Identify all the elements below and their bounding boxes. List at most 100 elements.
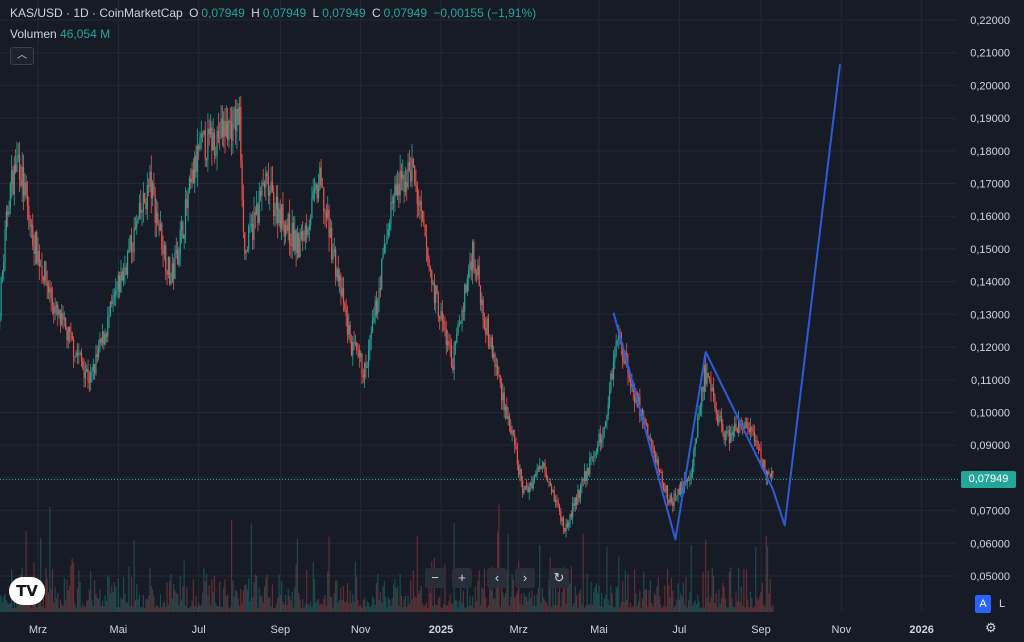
volume-bar xyxy=(155,605,158,612)
volume-bar xyxy=(99,589,101,612)
volume-bar xyxy=(371,596,374,612)
candle-body xyxy=(445,330,447,345)
zoom-out-button[interactable]: − xyxy=(425,568,445,588)
candle-body xyxy=(449,345,451,347)
candle-body xyxy=(385,243,387,245)
volume-bar xyxy=(707,570,709,612)
candle-body xyxy=(71,333,73,340)
pattern-drawing[interactable] xyxy=(612,64,841,541)
candle-body xyxy=(657,459,659,471)
candle-body xyxy=(183,234,185,239)
scroll-left-button[interactable]: ‹ xyxy=(487,568,507,588)
candle-body xyxy=(282,204,284,224)
candle-body xyxy=(377,299,379,314)
candle-body xyxy=(665,485,667,492)
high-label: H xyxy=(251,6,260,20)
candle-body xyxy=(732,431,734,436)
candle-body xyxy=(619,332,621,334)
reset-chart-button[interactable]: ↻ xyxy=(549,568,569,588)
volume-bar xyxy=(460,568,462,612)
volume-bar xyxy=(328,536,330,612)
candle-body xyxy=(668,499,670,504)
log-scale-button[interactable]: L xyxy=(998,598,1006,610)
volume-bar xyxy=(373,598,375,612)
price-tick-label: 0,22000 xyxy=(970,15,1010,27)
candle-body xyxy=(452,366,454,370)
volume-bar xyxy=(130,577,133,612)
candle-body xyxy=(58,309,60,315)
volume-bar xyxy=(320,602,322,612)
high-value: 0,07949 xyxy=(262,6,307,20)
volume-bar xyxy=(706,597,708,612)
candle-body xyxy=(310,218,312,226)
candle-body xyxy=(195,155,197,172)
candle-body xyxy=(417,204,420,206)
price-tick-label: 0,10000 xyxy=(970,407,1010,419)
volume-bar xyxy=(423,606,425,612)
volume-bar xyxy=(229,607,231,612)
volume-bar xyxy=(302,598,304,612)
volume-bar xyxy=(557,591,559,612)
candle-body xyxy=(298,232,300,258)
volume-bar xyxy=(109,593,112,612)
candle-body xyxy=(681,481,683,494)
price-tick-label: 0,17000 xyxy=(970,179,1010,191)
candle-body xyxy=(450,346,453,367)
volume-bar xyxy=(45,568,47,612)
candle-body xyxy=(724,433,727,440)
collapse-legend-button[interactable]: ︿ xyxy=(10,47,34,65)
volume-bar xyxy=(551,606,553,612)
volume-bar xyxy=(680,592,682,612)
volume-bar xyxy=(462,590,464,612)
symbol-title[interactable]: KAS/USD · 1D · CoinMarketCap xyxy=(10,6,183,20)
volume-bar xyxy=(72,562,75,612)
volume-bar xyxy=(17,605,19,612)
candle-body xyxy=(387,229,389,236)
candle-body xyxy=(548,481,550,483)
volume-bar xyxy=(49,506,51,612)
volume-bar xyxy=(665,606,667,612)
volume-bar xyxy=(558,577,561,612)
time-tick-label: Sep xyxy=(751,624,771,636)
volume-bar xyxy=(103,606,105,612)
volume-bar xyxy=(95,593,97,612)
scroll-right-button[interactable]: › xyxy=(515,568,535,588)
candle-body xyxy=(329,228,331,238)
volume-bar xyxy=(466,579,468,612)
tradingview-logo[interactable]: TV xyxy=(9,577,45,605)
volume-bar xyxy=(687,600,690,612)
auto-scale-button[interactable]: A xyxy=(975,595,991,613)
candle-body xyxy=(216,130,218,154)
volume-bar xyxy=(315,602,317,612)
gear-icon[interactable]: ⚙ xyxy=(985,620,997,635)
candle-body xyxy=(539,465,541,470)
candle-body xyxy=(78,354,80,356)
volume-bar xyxy=(651,602,653,612)
price-axis[interactable]: 0,22000 0,21000 0,20000 0,19000 0,18000 0,170… xyxy=(970,15,1010,583)
volume-bar xyxy=(120,597,122,612)
time-tick-label: Nov xyxy=(351,624,371,636)
time-axis[interactable]: Mrz Mai Jul Sep Nov 2025 Mrz Mai Jul Sep Nov 2026 xyxy=(29,624,934,636)
volume-bar xyxy=(710,596,712,612)
volume-bar xyxy=(569,583,571,612)
volume-bar xyxy=(55,598,58,612)
candle-body xyxy=(633,392,636,403)
candle-body xyxy=(436,285,438,294)
candle-body xyxy=(95,354,97,374)
candle-body xyxy=(43,261,46,281)
candle-body xyxy=(229,120,231,124)
candle-body xyxy=(303,240,305,241)
candle-body xyxy=(520,468,522,481)
pattern-polyline[interactable] xyxy=(612,64,841,541)
candle-body xyxy=(432,282,434,284)
candle-body xyxy=(371,321,374,333)
volume-bar xyxy=(487,605,489,612)
volume-bar xyxy=(144,607,146,612)
candle-body xyxy=(120,271,122,293)
candle-body xyxy=(324,211,326,213)
zoom-in-button[interactable]: + xyxy=(452,568,472,588)
volume-bar xyxy=(366,601,368,612)
candle-body xyxy=(66,329,68,341)
candle-body xyxy=(342,288,345,304)
